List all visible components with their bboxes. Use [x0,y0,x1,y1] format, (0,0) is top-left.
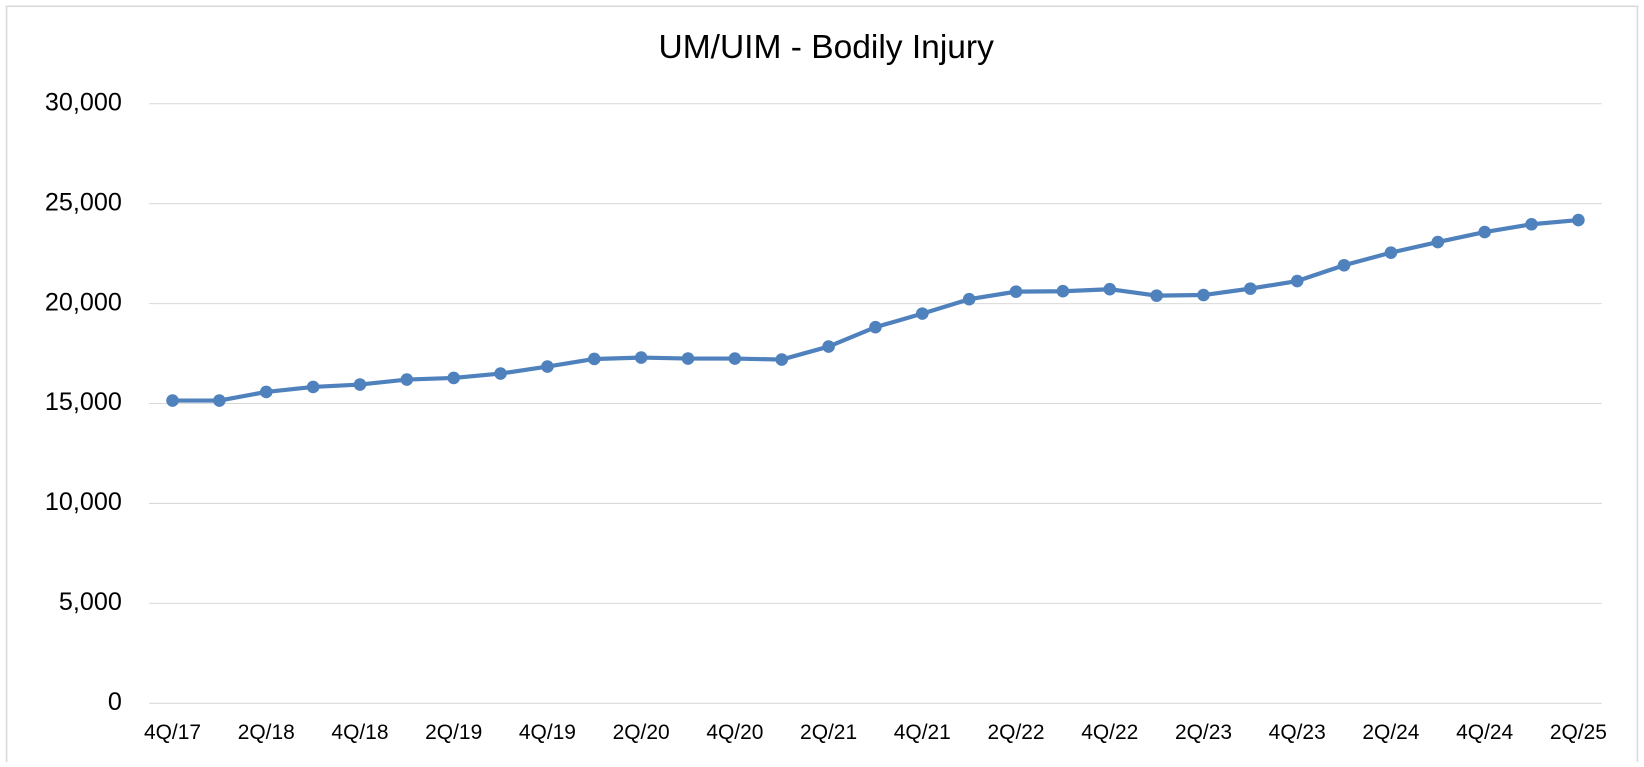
point [1384,246,1398,259]
point [1525,217,1538,231]
y-tick-label: 30,000 [45,88,122,116]
point [1337,258,1351,272]
point [1478,225,1491,239]
point [1009,285,1023,298]
point [213,394,226,407]
x-tick-label: 4Q/18 [331,721,388,744]
point [634,351,648,364]
x-tick-label: 2Q/23 [1175,721,1232,744]
point [166,394,179,407]
x-tick-label: 2Q/21 [800,721,857,744]
point [728,352,742,365]
y-tick-label: 25,000 [45,188,122,216]
x-tick-label: 4Q/23 [1269,721,1326,744]
point [1103,282,1117,296]
point [587,352,601,366]
x-tick-label: 2Q/20 [613,721,670,744]
chart-title: UM/UIM - Bodily Injury [659,29,995,66]
x-tick-label: 2Q/19 [425,721,482,744]
x-tick-label: 4Q/19 [519,721,576,744]
point [306,380,320,394]
point [541,360,554,373]
y-tick-label: 15,000 [45,388,122,416]
point [869,320,882,334]
point [822,340,835,353]
point [494,367,507,380]
y-tick-label: 20,000 [45,288,122,316]
point [916,307,929,320]
x-tick-label: 4Q/21 [894,721,951,744]
x-tick-label: 4Q/20 [706,721,763,744]
chart-frame [5,5,1639,767]
x-tick-label: 2Q/25 [1550,721,1607,744]
point [775,353,789,366]
point [681,352,695,365]
point [1056,284,1070,298]
point [1244,282,1257,295]
point [400,373,414,386]
y-tick-label: 10,000 [45,488,122,516]
x-tick-label: 4Q/17 [144,721,201,744]
point [1197,288,1210,302]
x-tick-label: 2Q/18 [238,721,295,744]
x-tick-label: 4Q/22 [1081,721,1138,744]
point [259,385,273,399]
point [1290,274,1304,288]
point [1150,289,1163,302]
x-tick-label: 2Q/24 [1362,721,1419,744]
point [1431,235,1445,249]
x-tick-label: 2Q/22 [987,721,1044,744]
point [353,378,367,391]
point [962,292,976,306]
y-tick-label: 0 [108,688,122,716]
x-tick-label: 4Q/24 [1456,721,1513,744]
point [447,371,460,385]
point [1572,213,1585,227]
y-tick-label: 5,000 [59,588,122,616]
